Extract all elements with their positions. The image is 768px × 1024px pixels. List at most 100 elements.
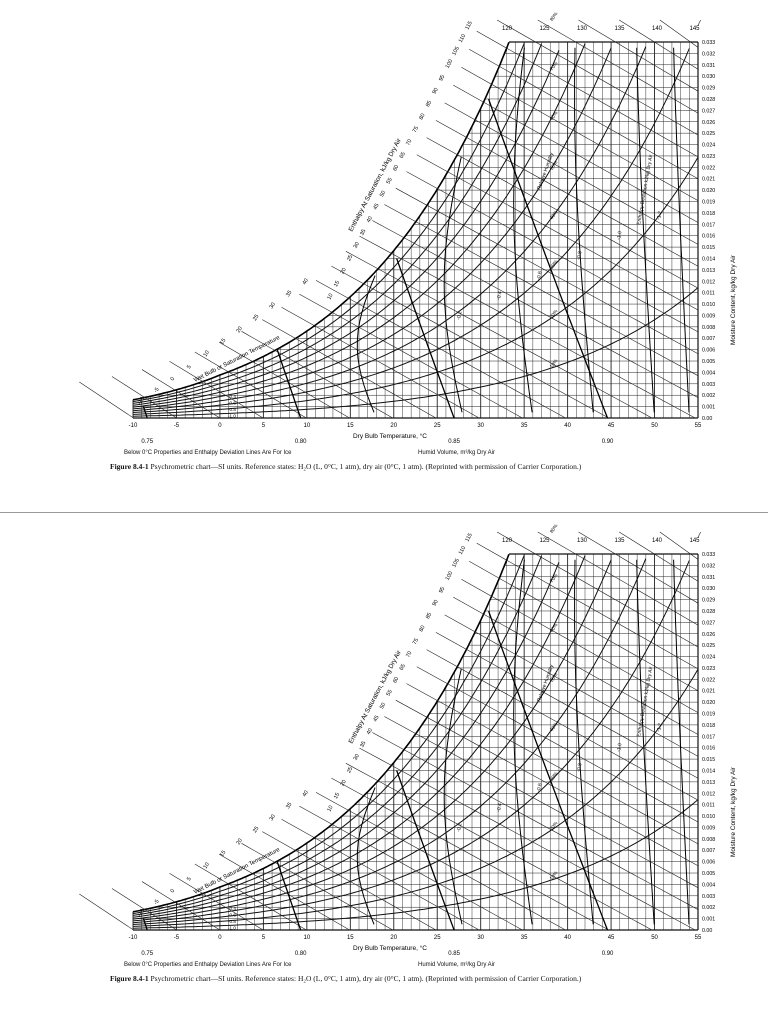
enthalpy-deviation-curve bbox=[513, 559, 533, 925]
x-tick-label: 40 bbox=[564, 423, 571, 429]
enthalpy-line bbox=[218, 341, 350, 419]
enthalpy-deviation-curve bbox=[356, 787, 376, 925]
y-tick-label: 0.002 bbox=[702, 905, 715, 911]
x-tick-label: 20 bbox=[390, 935, 397, 941]
enthalpy-scale-title: Enthalpy At Saturation, kJ/kg Dry Air bbox=[348, 649, 404, 745]
enthalpy-scale-label: 80 bbox=[418, 625, 426, 633]
x-tick-label: 25 bbox=[434, 423, 441, 429]
humid-volume-note-bottom: Humid Volume, m³/kg Dry Air bbox=[418, 962, 496, 968]
y-tick-label: 0.033 bbox=[702, 552, 715, 558]
page-top: -10 -5 0 5 10 15 20 25 30 35 40 45 50 55 0.00 0.001 0.00… bbox=[0, 11, 768, 513]
x-tick-label: 55 bbox=[695, 423, 702, 429]
enthalpy-deviation-curve bbox=[443, 668, 463, 925]
y-tick-label: 0.020 bbox=[702, 188, 715, 194]
y-tick-label: 0.011 bbox=[702, 291, 715, 297]
y-tick-label: 0.015 bbox=[702, 757, 715, 763]
enthalpy-line bbox=[299, 293, 523, 419]
relative-humidity-curve bbox=[132, 48, 690, 413]
x-tick-label: 15 bbox=[347, 935, 354, 941]
x-tick-label: 45 bbox=[608, 423, 615, 429]
x-tick-label: -10 bbox=[129, 423, 138, 429]
enthalpy-scale-label: 35 bbox=[359, 740, 367, 748]
y-tick-label: 0.015 bbox=[702, 245, 715, 251]
y-tick-label: 0.027 bbox=[702, 108, 715, 114]
enthalpy-line bbox=[281, 306, 480, 419]
enthalpy-line bbox=[435, 632, 699, 779]
y-tick-label: 0.014 bbox=[702, 256, 715, 262]
enthalpy-line bbox=[444, 102, 699, 245]
enthalpy-scale-label: 20 bbox=[340, 267, 348, 275]
enthalpy-line bbox=[241, 843, 393, 931]
figure-caption-top: Figure 8.4-1 Psychrometric chart—SI unit… bbox=[110, 462, 710, 472]
enthalpy-line bbox=[697, 531, 701, 538]
ice-deviation-label: -0.8 bbox=[228, 407, 236, 412]
top-enthalpy-label: 140 bbox=[652, 538, 663, 544]
enthalpy-line bbox=[141, 369, 221, 419]
relative-humidity-curve bbox=[132, 559, 612, 922]
relative-humidity-curve bbox=[132, 287, 699, 417]
relative-humidity-label: 30% bbox=[549, 771, 560, 783]
enthalpy-scale-title: Enthalpy At Saturation, kJ/kg Dry Air bbox=[348, 137, 404, 233]
wet-bulb-label: 35 bbox=[285, 290, 293, 298]
ice-deviation-label: -1.0 bbox=[228, 926, 236, 931]
y-tick-label: 0.016 bbox=[702, 746, 715, 752]
y-tick-label: 0.013 bbox=[702, 780, 715, 786]
top-enthalpy-label: 120 bbox=[502, 26, 513, 32]
enthalpy-scale-label: 30 bbox=[353, 241, 361, 249]
y-tick-label: 0.031 bbox=[702, 63, 715, 69]
enthalpy-scale-label: 40 bbox=[366, 728, 374, 736]
enthalpy-scale-label: 75 bbox=[412, 638, 420, 646]
y-tick-label: 0.017 bbox=[702, 734, 715, 740]
enthalpy-line bbox=[619, 531, 699, 582]
x-tick-label: 10 bbox=[304, 423, 311, 429]
enthalpy-line bbox=[476, 30, 699, 158]
wet-bulb-label: 20 bbox=[236, 838, 244, 846]
y-tick-label: 0.007 bbox=[702, 336, 715, 342]
ice-deviation-label: -1.0 bbox=[228, 414, 236, 419]
humid-volume-label: 0.85 bbox=[448, 439, 460, 445]
ice-note-bottom: Below 0°C Properties and Enthalpy Deviat… bbox=[124, 962, 292, 968]
enthalpy-line bbox=[416, 154, 699, 311]
x-tick-label: 15 bbox=[347, 423, 354, 429]
enthalpy-deviation-curve bbox=[574, 47, 594, 413]
enthalpy-line bbox=[111, 888, 177, 931]
enthalpy-line bbox=[281, 818, 480, 931]
enthalpy-scale-label: 115 bbox=[464, 20, 473, 31]
y-tick-label: 0.025 bbox=[702, 131, 715, 137]
enthalpy-line bbox=[416, 666, 699, 823]
top-enthalpy-label: 130 bbox=[577, 538, 588, 544]
x-tick-label: 25 bbox=[434, 935, 441, 941]
humid-volume-label: 0.85 bbox=[448, 951, 460, 957]
enthalpy-deviation-curve bbox=[636, 47, 655, 413]
enthalpy-line bbox=[537, 531, 699, 626]
y-tick-label: 0.007 bbox=[702, 848, 715, 854]
relative-humidity-curve bbox=[132, 47, 612, 410]
y-tick-label: 0.022 bbox=[702, 165, 715, 171]
enthalpy-line bbox=[315, 792, 566, 931]
enthalpy-line bbox=[469, 49, 699, 179]
y-tick-label: 0.026 bbox=[702, 632, 715, 638]
relative-humidity-label: 40% bbox=[549, 721, 560, 733]
enthalpy-scale-label: 80 bbox=[418, 113, 426, 121]
y-tick-label: 0.030 bbox=[702, 74, 715, 80]
ice-note-top: Below 0°C Properties and Enthalpy Deviat… bbox=[124, 450, 292, 456]
x-tick-label: 10 bbox=[304, 935, 311, 941]
wet-bulb-label: -5 bbox=[153, 899, 161, 906]
wet-bulb-label: 25 bbox=[252, 826, 260, 834]
wet-bulb-label: 25 bbox=[252, 314, 260, 322]
enthalpy-line bbox=[697, 19, 701, 26]
enthalpy-scale-label: 110 bbox=[458, 545, 467, 556]
enthalpy-line bbox=[194, 351, 307, 419]
enthalpy-line bbox=[426, 137, 699, 289]
x-tick-label: 30 bbox=[477, 935, 484, 941]
enthalpy-scale-label: 65 bbox=[399, 663, 407, 671]
enthalpy-line bbox=[461, 579, 699, 713]
y-tick-label: 0.025 bbox=[702, 643, 715, 649]
y-tick-label: 0.018 bbox=[702, 723, 715, 729]
y-tick-label: 0.008 bbox=[702, 837, 715, 843]
enthalpy-deviation-label: -0.8 bbox=[576, 763, 583, 773]
enthalpy-deviation-label: -1.0 bbox=[616, 231, 623, 241]
wet-bulb-label: 30 bbox=[269, 814, 277, 822]
chart-grid-group bbox=[79, 19, 701, 419]
y-tick-label: 0.002 bbox=[702, 393, 715, 399]
